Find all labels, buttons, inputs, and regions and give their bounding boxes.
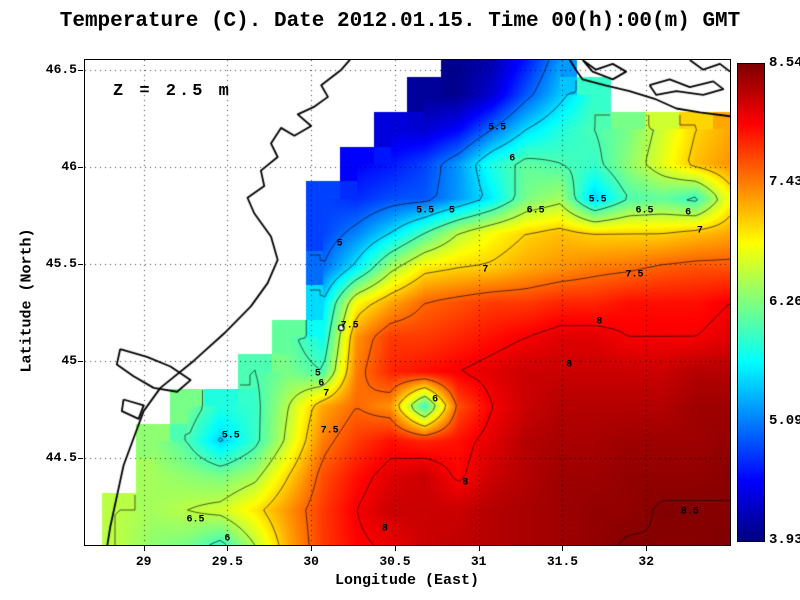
contour-label: 6.5 (635, 205, 654, 217)
heatmap-canvas (85, 60, 730, 545)
x-axis-title: Longitude (East) (334, 572, 480, 589)
x-tick (227, 546, 229, 551)
contour-label: 7 (696, 225, 703, 237)
y-axis-title: Latitude (North) (18, 228, 36, 373)
contour-label: 6 (685, 207, 692, 219)
contour-label: 6.5 (526, 205, 545, 217)
y-tick-label: 46.5 (45, 61, 77, 77)
contour-label: 5.5 (221, 430, 240, 442)
contour-label: 7 (323, 388, 330, 400)
contour-label: 7.5 (320, 425, 339, 437)
contour-label: 7.5 (340, 320, 359, 332)
figure-title: Temperature (C). Date 2012.01.15. Time 0… (59, 10, 741, 33)
contour-label: 8 (596, 316, 603, 328)
colorbar-tick-label: 7.43 (769, 174, 800, 191)
x-tick (562, 546, 564, 551)
contour-label: 8 (381, 523, 388, 535)
contour-label: 5.5 (588, 194, 607, 206)
contour-label: 6.5 (186, 514, 205, 526)
colorbar-tick-label: 6.26 (769, 293, 800, 310)
contour-label: 8 (566, 359, 573, 371)
y-tick (78, 360, 83, 362)
x-tick-label: 30 (303, 554, 319, 569)
contour-label: 5 (448, 205, 455, 217)
x-tick-label: 32 (638, 554, 655, 569)
y-tick (78, 69, 83, 71)
y-tick (78, 166, 83, 168)
x-tick (646, 546, 648, 551)
x-tick (394, 546, 396, 551)
x-tick-label: 31.5 (546, 554, 579, 569)
x-tick (143, 546, 145, 551)
contour-label: 5.5 (416, 205, 435, 217)
y-tick-label: 44.5 (45, 449, 77, 465)
contour-label: 5 (336, 238, 343, 250)
x-tick (311, 546, 313, 551)
contour-label: 6 (509, 153, 516, 165)
colorbar (737, 63, 765, 542)
contour-label: 6 (432, 394, 439, 405)
colorbar-tick-label: 8.54 (769, 55, 800, 71)
x-tick-label: 29.5 (211, 554, 243, 569)
y-tick (78, 457, 83, 459)
y-tick (78, 263, 83, 265)
contour-label: 8 (462, 477, 469, 489)
contour-label: 8.5 (680, 506, 699, 518)
contour-label: 5 (314, 368, 321, 380)
contour-label: 6 (318, 378, 325, 390)
colorbar-tick-label: 3.93 (769, 532, 800, 548)
plot-area: Z = 2.5 m 5.5 6 5.5 6.5 6 7 5.5 5 6.5 5 7 7.5 7.5 8 8 5… (84, 59, 731, 546)
contour-label: 6 (224, 533, 231, 545)
x-tick-label: 30.5 (379, 554, 411, 569)
depth-annotation: Z = 2.5 m (113, 82, 232, 101)
contour-label: 7.5 (625, 269, 644, 281)
x-tick (478, 546, 480, 551)
contour-label: 7 (482, 264, 489, 276)
contour-label: 5.5 (488, 122, 507, 134)
y-tick-label: 46 (61, 158, 77, 174)
x-tick-label: 29 (135, 554, 152, 569)
colorbar-tick-label: 5.09 (769, 412, 800, 429)
y-tick-label: 45 (61, 352, 77, 368)
x-tick-label: 31 (470, 554, 487, 569)
y-tick-label: 45.5 (45, 255, 77, 271)
